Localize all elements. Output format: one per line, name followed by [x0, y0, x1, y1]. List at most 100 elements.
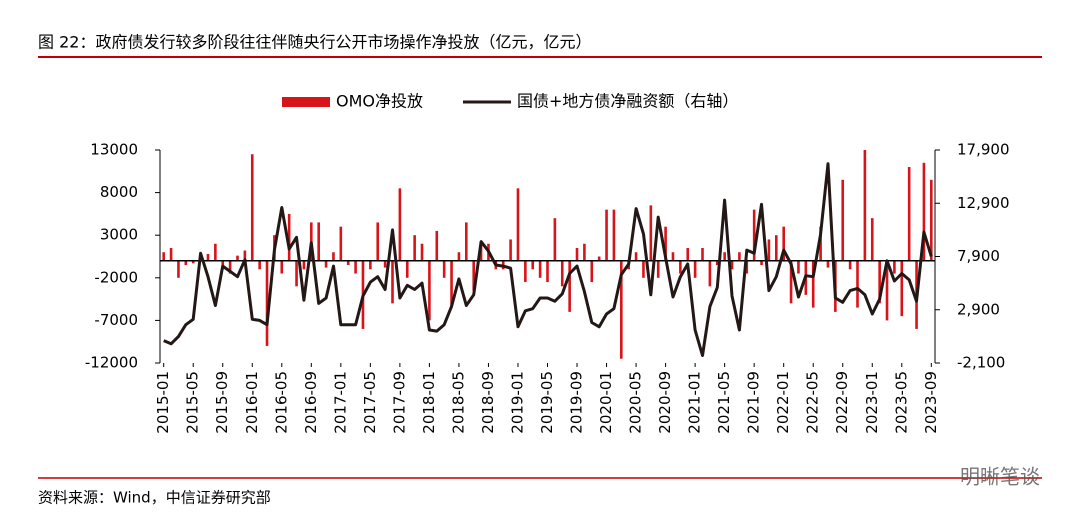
x-tick-label: 2016-05 — [272, 371, 290, 434]
x-tick-label: 2022-01 — [774, 371, 792, 434]
bar — [656, 260, 660, 278]
bar — [560, 260, 564, 287]
x-tick-label: 2023-09 — [922, 371, 940, 434]
bar — [575, 247, 579, 261]
legend-label: 国债+地方债净融资额（右轴） — [517, 92, 738, 111]
x-tick-label: 2021-09 — [745, 371, 763, 434]
bar — [214, 243, 217, 261]
x-tick-label: 2022-09 — [833, 371, 851, 434]
bar — [191, 260, 195, 264]
bar — [472, 260, 475, 291]
bar — [597, 256, 601, 261]
bar — [738, 252, 741, 261]
bar — [280, 260, 284, 274]
x-tick-label: 2023-01 — [863, 371, 881, 434]
bar — [841, 179, 845, 261]
bar — [797, 260, 800, 274]
bar — [405, 260, 409, 278]
bar — [369, 260, 372, 270]
bar — [664, 226, 667, 261]
y2-tick-label: 7,900 — [957, 247, 1000, 265]
bar — [428, 260, 431, 321]
x-tick-label: 2019-01 — [508, 371, 526, 434]
bar — [435, 230, 439, 261]
y-tick-label: 13000 — [90, 141, 138, 159]
bar — [819, 226, 822, 261]
x-tick-label: 2018-01 — [420, 371, 438, 434]
y-tick-label: -2000 — [94, 268, 138, 286]
bar — [302, 260, 306, 270]
bar — [383, 260, 387, 268]
x-tick-label: 2019-09 — [568, 371, 586, 434]
x-tick-label: 2017-05 — [361, 371, 379, 434]
bar — [206, 253, 210, 261]
bar — [634, 252, 638, 261]
x-tick-label: 2016-09 — [302, 371, 320, 434]
bar — [826, 260, 830, 268]
bar — [760, 260, 763, 266]
bar — [723, 252, 726, 261]
bar — [715, 260, 719, 266]
bar — [391, 260, 394, 304]
bar — [398, 188, 402, 261]
bar — [265, 260, 269, 346]
x-tick-label: 2022-05 — [804, 371, 822, 434]
bar — [568, 260, 571, 312]
y2-tick-label: 2,900 — [957, 300, 1000, 318]
bar — [346, 260, 350, 266]
x-tick-label: 2019-05 — [538, 371, 556, 434]
bar — [900, 260, 904, 317]
bar — [789, 260, 793, 304]
bar — [332, 252, 335, 261]
bar — [922, 162, 926, 261]
bar — [509, 239, 512, 261]
bar — [811, 260, 815, 308]
bar — [701, 247, 704, 261]
bar — [258, 260, 261, 270]
bar — [524, 260, 527, 283]
bar — [590, 260, 594, 283]
bar — [457, 252, 461, 261]
y2-tick-label: -2,100 — [957, 354, 1005, 372]
bar — [250, 154, 254, 261]
legend-label: OMO净投放 — [336, 92, 423, 111]
x-tick-label: 2015-09 — [213, 371, 231, 434]
bar — [686, 247, 690, 261]
bar — [612, 209, 616, 261]
y2-tick-label: 17,900 — [957, 141, 1010, 159]
x-tick-label: 2018-05 — [449, 371, 467, 434]
bar — [907, 167, 911, 261]
chart-title: 图 22：政府债发行较多阶段往往伴随央行公开市场操作净投放（亿元，亿元） — [38, 33, 591, 52]
bar — [553, 218, 557, 261]
bar — [848, 260, 852, 270]
bar — [546, 260, 549, 283]
bar — [856, 260, 859, 308]
bar — [878, 260, 881, 304]
bar — [295, 260, 298, 287]
bar — [782, 226, 785, 261]
bar — [450, 260, 453, 308]
y-tick-label: -12000 — [85, 354, 138, 372]
line — [163, 162, 933, 357]
bar — [317, 222, 320, 261]
bar — [863, 150, 867, 261]
bar — [730, 260, 734, 270]
bar — [228, 260, 232, 274]
bar — [767, 239, 771, 261]
x-tick-label: 2021-01 — [686, 371, 704, 434]
bar — [708, 260, 712, 287]
x-tick-label: 2020-05 — [627, 371, 645, 434]
bar — [671, 252, 675, 261]
bar — [538, 260, 542, 278]
y-tick-label: 8000 — [100, 183, 138, 201]
bar — [752, 209, 756, 261]
legend-swatch — [282, 97, 330, 107]
bar — [745, 260, 749, 274]
x-tick-label: 2017-01 — [331, 371, 349, 434]
bar — [243, 250, 247, 261]
bar — [531, 260, 535, 270]
x-tick-label: 2023-05 — [892, 371, 910, 434]
bar — [620, 260, 623, 359]
watermark: 明晰笔谈 — [960, 465, 1040, 489]
y2-tick-label: 12,900 — [957, 194, 1010, 212]
